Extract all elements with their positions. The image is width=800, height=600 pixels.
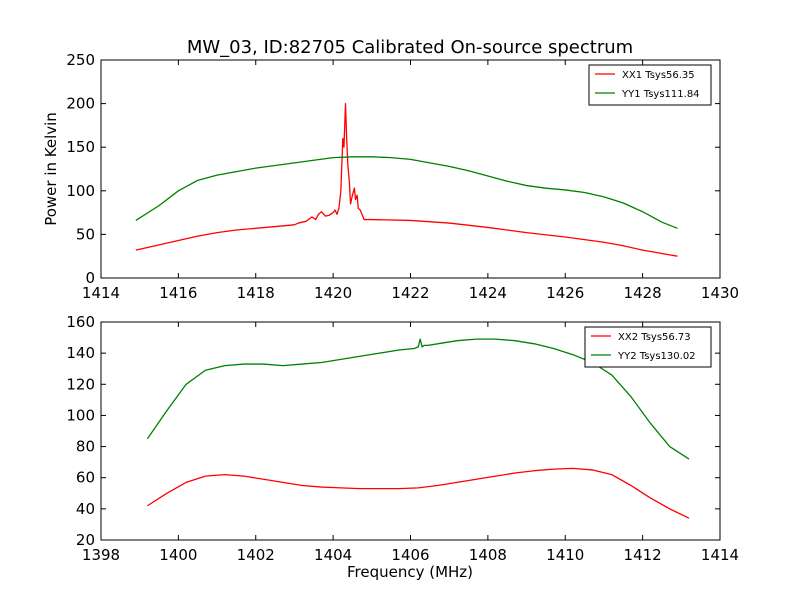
legend-label: XX2 Tsys56.73	[618, 332, 691, 343]
y-tick-label: 50	[76, 225, 95, 243]
y-tick-label: 20	[76, 531, 95, 549]
x-tick-label: 1406	[391, 546, 429, 564]
y-tick-label: 140	[66, 344, 95, 362]
y-tick-label: 100	[66, 406, 95, 424]
x-tick-label: 1400	[159, 546, 197, 564]
y-tick-label: 0	[85, 269, 95, 287]
x-tick-label: 1410	[546, 546, 584, 564]
x-tick-label: 1402	[237, 546, 275, 564]
y-tick-label: 200	[66, 95, 95, 113]
x-tick-label: 1412	[624, 546, 662, 564]
x-axis-label: Frequency (MHz)	[347, 563, 473, 581]
y-tick-label: 100	[66, 182, 95, 200]
series-line-xx2	[147, 467, 690, 519]
y-tick-label: 250	[66, 51, 95, 69]
y-tick-label: 80	[76, 438, 95, 456]
x-tick-label: 1426	[546, 284, 584, 302]
legend-label: YY1 Tsys111.84	[621, 89, 700, 100]
y-tick-label: 150	[66, 138, 95, 156]
y-tick-label: 60	[76, 469, 95, 487]
bottom-panel: Frequency (MHz) 1398 1400 1402 1404 1406 1408…	[66, 313, 739, 581]
x-tick-label: 1416	[159, 284, 197, 302]
legend: XX1 Tsys56.35 YY1 Tsys111.84	[588, 64, 712, 106]
x-tick-label: 1404	[314, 546, 352, 564]
y-tick-label: 120	[66, 375, 95, 393]
x-tick-label: 1414	[701, 546, 739, 564]
legend-label: XX1 Tsys56.35	[622, 70, 695, 81]
legend-box	[588, 64, 712, 106]
x-tick-label: 1424	[469, 284, 507, 302]
x-tick-label: 1408	[469, 546, 507, 564]
legend-label: YY2 Tsys130.02	[617, 351, 696, 362]
x-tick-label: 1428	[624, 284, 662, 302]
series-line-yy1	[135, 156, 678, 229]
top-panel: MW_03, ID:82705 Calibrated On-source spe…	[42, 37, 739, 302]
legend: XX2 Tsys56.73 YY2 Tsys130.02	[584, 326, 712, 368]
x-tick-label: 1414	[82, 284, 120, 302]
x-tick-label: 1418	[237, 284, 275, 302]
x-tick-label: 1420	[314, 284, 352, 302]
x-tick-label: 1422	[391, 284, 429, 302]
bottom-plot-area: 1398 1400 1402 1404 1406 1408 1410 1412 1414 20 40…	[66, 313, 739, 564]
x-tick-label: 1430	[701, 284, 739, 302]
chart-title: MW_03, ID:82705 Calibrated On-source spe…	[187, 37, 633, 58]
y-axis-label: Power in Kelvin	[42, 112, 60, 226]
legend-box	[584, 326, 712, 368]
y-tick-label: 160	[66, 313, 95, 331]
series-line-xx1	[135, 102, 678, 257]
series-line-yy2	[146, 338, 690, 460]
x-tick-label: 1398	[82, 546, 120, 564]
y-tick-label: 40	[76, 500, 95, 518]
top-plot-area: 1414 1416 1418 1420 1422 1424 1426 1428 1430 0 50 1…	[66, 51, 739, 302]
